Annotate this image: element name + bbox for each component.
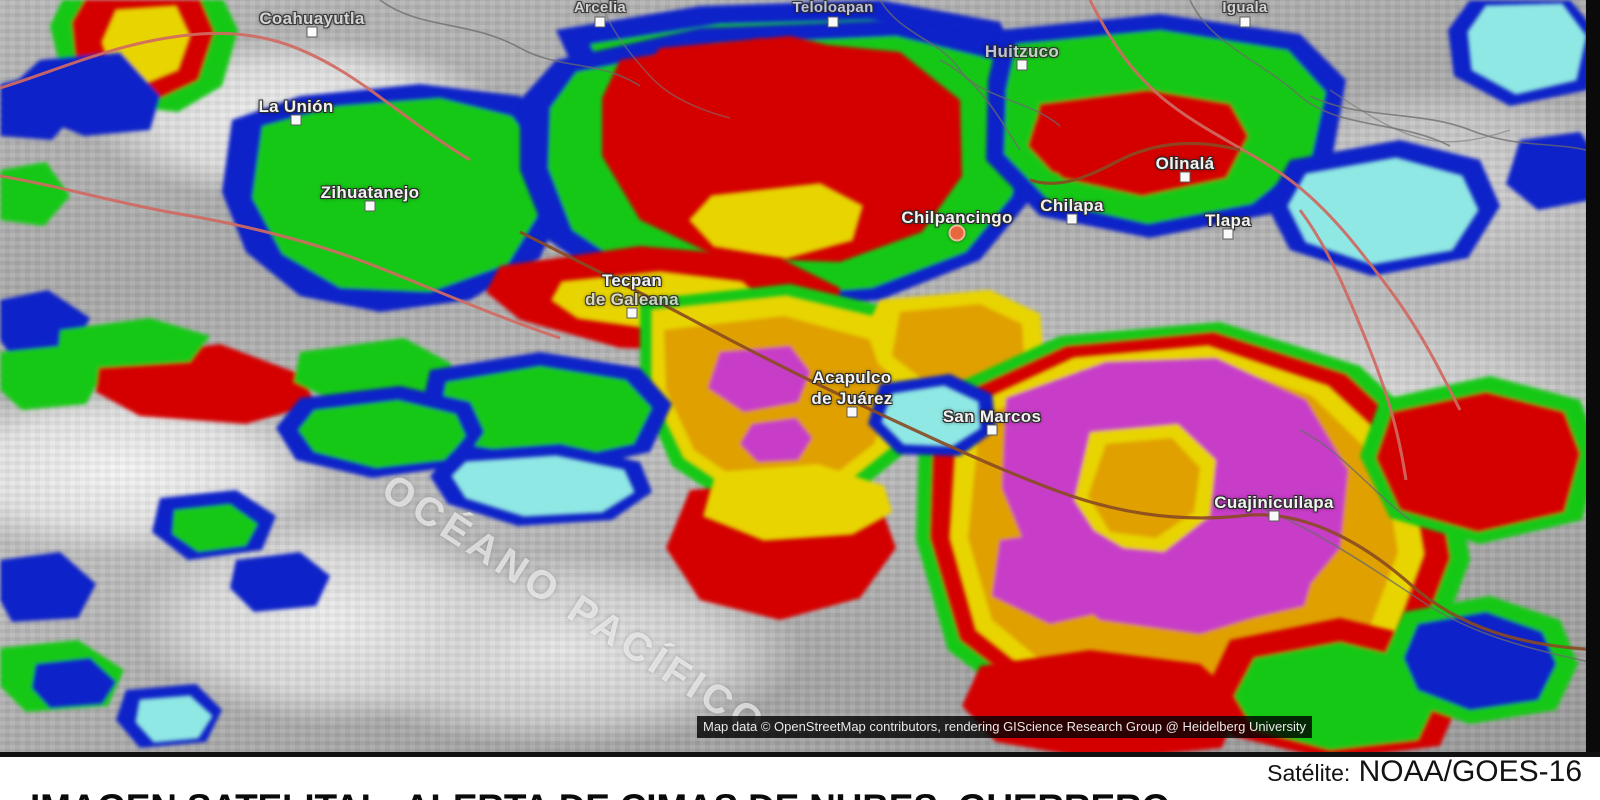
city-label: Olinalá <box>1155 154 1215 173</box>
city-label: Coahuayutla <box>259 9 365 28</box>
city-label: Cuajinicuilapa <box>1214 493 1334 512</box>
satellite-map[interactable]: Coahuayutla La Unión Zihuatanejo Tecpan de G… <box>0 0 1600 757</box>
satellite-source-line: Satélite: NOAA/GOES-16 <box>1267 757 1582 789</box>
map-bottom-border <box>0 752 1600 757</box>
city-label: de Juárez <box>811 389 893 408</box>
city-label: Acapulco <box>812 368 892 387</box>
city-marker-square <box>364 200 376 212</box>
city-label: Tlapa <box>1205 211 1251 230</box>
capital-city-marker <box>948 224 966 242</box>
city-label: Iguala <box>1222 0 1268 16</box>
city-marker-square <box>1179 171 1191 183</box>
city-marker-square <box>827 16 839 28</box>
city-marker-square <box>1066 213 1078 225</box>
city-label: de Galeana <box>585 290 679 309</box>
city-marker-square <box>594 16 606 28</box>
map-vector-lines-layer <box>0 0 1600 665</box>
map-right-border <box>1586 0 1600 757</box>
footer-caption-bar: Satélite: NOAA/GOES-16 IMAGEN SATELITAL:… <box>0 757 1600 800</box>
city-label: Chilpancingo <box>901 208 1013 227</box>
city-marker-square <box>306 26 318 38</box>
city-marker-square <box>1268 510 1280 522</box>
map-attribution: Map data © OpenStreetMap contributors, r… <box>697 716 1313 738</box>
city-marker-square <box>846 406 858 418</box>
city-marker-square <box>290 114 302 126</box>
satellite-label: Satélite: <box>1267 760 1351 786</box>
cloud-top-temperature-overlay <box>0 0 1600 757</box>
city-label: Tecpan <box>601 271 663 290</box>
city-label: Arcelia <box>573 0 627 16</box>
satellite-value: NOAA/GOES-16 <box>1358 757 1582 788</box>
city-marker-square <box>986 424 998 436</box>
city-label: Chilapa <box>1040 196 1104 215</box>
city-marker-square <box>1016 59 1028 71</box>
city-label: Huitzuco <box>984 42 1060 61</box>
city-label: Teloloapan <box>792 0 874 16</box>
city-marker-square <box>626 307 638 319</box>
city-label: La Unión <box>258 97 334 116</box>
city-marker-square <box>1239 16 1251 28</box>
city-label: San Marcos <box>942 407 1042 426</box>
city-label: Zihuatanejo <box>320 183 420 202</box>
city-marker-square <box>1222 228 1234 240</box>
page-title: IMAGEN SATELITAL: ALERTA DE CIMAS DE NUB… <box>30 787 1170 800</box>
